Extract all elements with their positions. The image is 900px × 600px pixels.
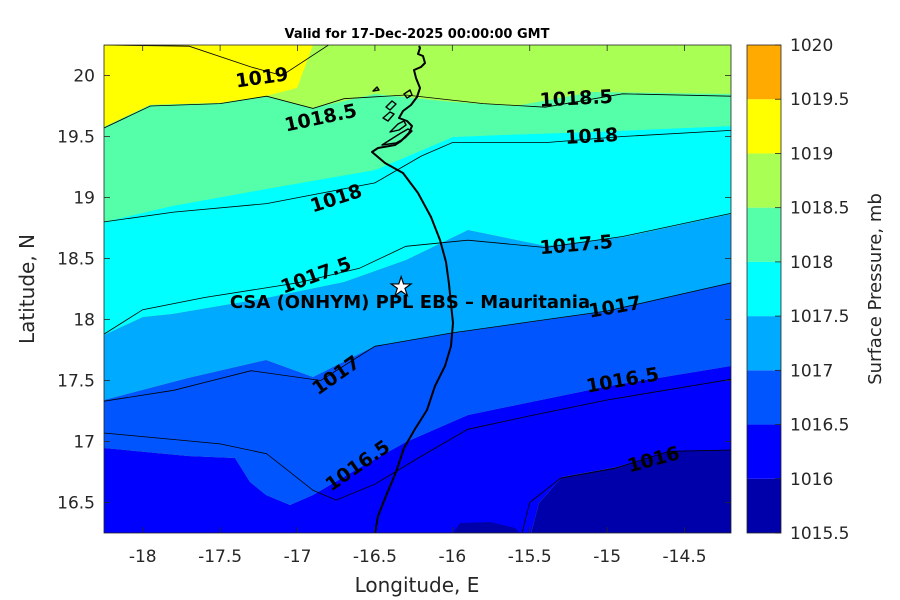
isoline-1018.5: [104, 93, 731, 129]
y-tick-label: 19: [73, 189, 95, 209]
x-tick-label: -17.5: [198, 547, 242, 567]
colorbar-segment: [747, 207, 781, 262]
colorbar-segment: [747, 261, 781, 317]
coastline-islands: [372, 86, 413, 146]
isoline-1016: [521, 449, 731, 533]
band-1016.5-1017: [104, 283, 731, 505]
x-tick-label: -15: [593, 547, 621, 567]
colorbar-tick-label: 1018.5: [790, 199, 849, 219]
band-1016-bottom-bump: [150, 527, 200, 533]
band-1019-1019.5: [104, 45, 313, 127]
colorbar-segment: [747, 99, 781, 154]
x-tick-label: -15.5: [508, 547, 552, 567]
colorbar-tick-label: 1017.5: [790, 307, 849, 327]
colorbar-tick-label: 1020: [790, 36, 833, 56]
isoline-1018: [104, 130, 731, 223]
y-tick-label: 19.5: [57, 128, 95, 148]
x-tick-label: -16.5: [353, 547, 397, 567]
x-tick-label: -17: [284, 547, 312, 567]
isoline-1016.5: [104, 378, 731, 501]
y-axis-label: Latitude, N: [15, 234, 39, 344]
chart-title: Valid for 17-Dec-2025 00:00:00 GMT: [285, 27, 550, 42]
y-axis-ticks: 16.5 17 17.5 18 18.5 19 19.5 20: [57, 67, 731, 514]
band-1015.5-1016-small: [453, 522, 520, 533]
contour-label: 1018.5: [539, 86, 613, 112]
x-axis-ticks: -18 -17.5 -17 -16.5 -16 -15.5 -15 -14.5: [129, 45, 707, 567]
colorbar-segment: [747, 478, 781, 533]
colorbar-frame: [746, 44, 782, 534]
x-tick-label: -14.5: [663, 547, 707, 567]
colorbar-tick-label: 1019: [790, 144, 833, 164]
colorbar-tick-label: 1016.5: [790, 416, 849, 436]
colorbar-segment: [747, 316, 781, 371]
isoline-1017: [104, 282, 731, 402]
colorbar-segment: [747, 370, 781, 425]
coastline: [371, 45, 454, 533]
band-1015.5-1016: [531, 450, 731, 533]
contour-label: 1018: [565, 124, 619, 149]
colorbar-tick-label: 1018: [790, 253, 833, 273]
plot-frame: [103, 44, 732, 534]
band-1018-1018.5: [104, 92, 731, 222]
y-tick-label: 17.5: [57, 372, 95, 392]
colorbar-tick-label: 1017: [790, 361, 833, 381]
isolines: [104, 45, 731, 533]
colorbar-segment: [747, 424, 781, 479]
colorbar-tick-label: 1019.5: [790, 90, 849, 110]
colorbar-segment: [747, 153, 781, 208]
site-label: CSA (ONHYM) PPL EBS – Mauritania: [230, 292, 590, 313]
colorbar-label: Surface Pressure, mb: [865, 193, 886, 385]
colorbar: 1015.5 1016 1016.5 1017 1017.5 1018 1018.5 1019…: [747, 36, 849, 544]
y-tick-label: 20: [73, 67, 95, 87]
x-tick-label: -16: [438, 547, 466, 567]
isoline-1017.5: [104, 213, 731, 335]
y-tick-label: 16.5: [57, 494, 95, 514]
x-tick-label: -18: [129, 547, 157, 567]
star-icon[interactable]: ★: [389, 272, 414, 303]
colorbar-tick-label: 1015.5: [790, 524, 849, 544]
band-1017.5-1018: [104, 126, 731, 335]
y-tick-label: 18: [73, 311, 95, 331]
colorbar-segment: [747, 45, 781, 100]
y-tick-label: 18.5: [57, 250, 95, 270]
plot-area[interactable]: 10191018.51018.5101810181017.51017.51017…: [104, 45, 731, 533]
band-1016-1016.5: [104, 366, 731, 533]
band-1017-1017.5: [104, 214, 731, 400]
x-axis-label: Longitude, E: [355, 573, 480, 597]
y-tick-label: 17: [73, 433, 95, 453]
colorbar-tick-label: 1016: [790, 470, 833, 490]
isoline-1019: [104, 45, 329, 76]
